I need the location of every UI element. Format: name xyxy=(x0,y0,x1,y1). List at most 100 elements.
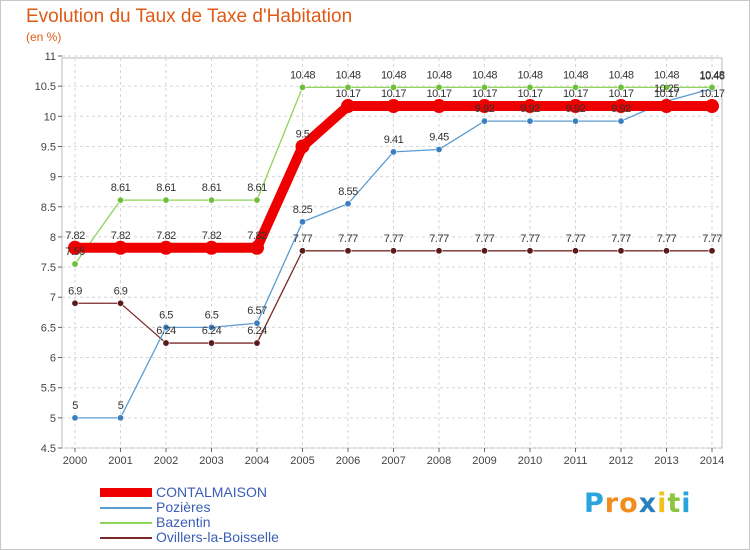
data-labels: 6.9 6.9 6.24 6.24 6.24 7.77 7.77 7.77 7.77 7.77 7.… xyxy=(65,69,725,411)
data-label-bazentin: 10.48 xyxy=(426,69,451,81)
data-label-pozieres: 8.55 xyxy=(338,186,358,198)
x-tick-label: 2011 xyxy=(564,455,588,467)
x-tick-label: 2010 xyxy=(518,455,542,467)
data-point-bazentin xyxy=(435,83,443,91)
y-tick-label: 8.5 xyxy=(41,202,56,214)
data-point-pozieres xyxy=(617,117,625,125)
proxiti-logo: Proxiti xyxy=(584,488,692,519)
data-label-bazentin: 8.61 xyxy=(247,182,267,194)
data-point-contalmaison xyxy=(341,99,355,114)
data-label-ovillers: 7.77 xyxy=(429,233,449,245)
data-point-ovillers xyxy=(708,247,716,255)
x-tick-label: 2012 xyxy=(609,455,633,467)
data-point-pozieres xyxy=(344,200,352,208)
y-tick-label: 9.5 xyxy=(41,141,56,153)
data-point-pozieres xyxy=(253,319,261,327)
data-label-bazentin: 8.61 xyxy=(111,182,131,194)
data-point-contalmaison xyxy=(204,240,219,255)
data-point-ovillers xyxy=(526,247,534,255)
logo-letter: x xyxy=(638,488,658,519)
data-point-bazentin xyxy=(344,83,352,91)
data-label-pozieres: 9.92 xyxy=(520,103,540,115)
data-point-contalmaison xyxy=(568,99,583,114)
data-point-bazentin xyxy=(298,83,306,91)
x-tick-label: 2002 xyxy=(154,455,178,467)
logo-letter: i xyxy=(657,488,668,519)
data-point-bazentin xyxy=(571,83,579,91)
legend-label: Ovillers-la-Boisselle xyxy=(156,529,279,545)
logo-letter: o xyxy=(619,488,639,519)
data-label-pozieres: 9.41 xyxy=(384,134,404,146)
data-label-ovillers: 6.9 xyxy=(68,285,82,297)
data-point-pozieres xyxy=(480,117,488,125)
data-label-ovillers: 7.77 xyxy=(520,233,540,245)
data-label-contalmaison: 9.5 xyxy=(296,128,310,140)
data-point-ovillers xyxy=(389,247,397,255)
data-label-contalmaison: 7.82 xyxy=(111,230,131,242)
data-label-bazentin: 10.48 xyxy=(608,69,633,81)
legend-swatch xyxy=(100,537,152,539)
data-label-pozieres: 9.92 xyxy=(566,103,586,115)
data-label-ovillers: 6.24 xyxy=(156,325,176,337)
data-point-contalmaison xyxy=(432,99,446,114)
y-tick-label: 5 xyxy=(50,413,56,425)
data-label-pozieres: 6.5 xyxy=(205,309,219,321)
data-point-ovillers xyxy=(253,339,261,347)
data-label-bazentin: 10.48 xyxy=(563,69,588,81)
legend-label: Bazentin xyxy=(156,514,211,530)
data-label-contalmaison: 7.82 xyxy=(202,230,222,242)
y-tick-label: 6.5 xyxy=(41,322,56,334)
data-label-pozieres: 9.92 xyxy=(475,103,495,115)
logo-letter: r xyxy=(604,488,620,519)
legend-swatch xyxy=(100,522,152,524)
data-point-pozieres xyxy=(71,414,79,422)
data-label-contalmaison: 10.17 xyxy=(654,88,679,100)
data-point-pozieres xyxy=(435,145,443,153)
y-tick-label: 9 xyxy=(50,172,56,184)
data-point-contalmaison xyxy=(250,240,264,255)
data-label-bazentin: 8.61 xyxy=(156,182,176,194)
x-tick-label: 2006 xyxy=(336,455,360,467)
data-label-ovillers: 7.77 xyxy=(293,233,313,245)
data-point-pozieres xyxy=(208,323,216,331)
data-label-pozieres: 10.25 xyxy=(654,83,679,95)
y-tick-label: 10 xyxy=(44,111,56,123)
data-point-contalmaison xyxy=(113,240,128,255)
data-label-contalmaison: 10.17 xyxy=(426,88,451,100)
chart-title: Evolution du Taux de Taxe d'Habitation xyxy=(26,6,353,27)
chart-subtitle: (en %) xyxy=(26,30,62,44)
data-label-ovillers: 7.77 xyxy=(475,233,495,245)
data-label-pozieres: 9.45 xyxy=(429,131,449,143)
y-tick-label: 11 xyxy=(45,51,56,63)
data-point-contalmaison xyxy=(386,99,401,114)
data-point-bazentin xyxy=(117,196,125,204)
data-label-bazentin: 10.48 xyxy=(699,69,724,81)
legend-swatch xyxy=(100,507,152,509)
x-tick-label: 2008 xyxy=(427,455,451,467)
data-point-ovillers xyxy=(617,247,625,255)
data-point-bazentin xyxy=(71,260,79,268)
y-tick-label: 5.5 xyxy=(41,383,56,395)
x-tick-label: 2014 xyxy=(700,455,724,467)
data-point-ovillers xyxy=(571,247,579,255)
data-point-bazentin xyxy=(526,83,534,91)
x-tick-label: 2005 xyxy=(290,455,314,467)
data-point-ovillers xyxy=(344,247,352,255)
data-point-contalmaison xyxy=(659,99,674,114)
data-point-pozieres xyxy=(162,323,170,331)
data-point-bazentin xyxy=(208,196,216,204)
data-label-ovillers: 7.77 xyxy=(702,233,722,245)
data-point-contalmaison xyxy=(295,139,310,154)
data-label-bazentin: 10.48 xyxy=(517,69,542,81)
data-label-ovillers: 7.77 xyxy=(384,233,404,245)
data-point-pozieres xyxy=(298,218,306,226)
y-tick-label: 7.5 xyxy=(41,262,56,274)
data-label-pozieres: 5 xyxy=(118,400,124,412)
data-label-bazentin: 10.48 xyxy=(654,69,679,81)
x-tick-label: 2013 xyxy=(654,455,678,467)
data-label-contalmaison: 7.82 xyxy=(65,230,85,242)
x-tick-label: 2000 xyxy=(63,455,87,467)
data-label-contalmaison: 10.17 xyxy=(699,88,724,100)
